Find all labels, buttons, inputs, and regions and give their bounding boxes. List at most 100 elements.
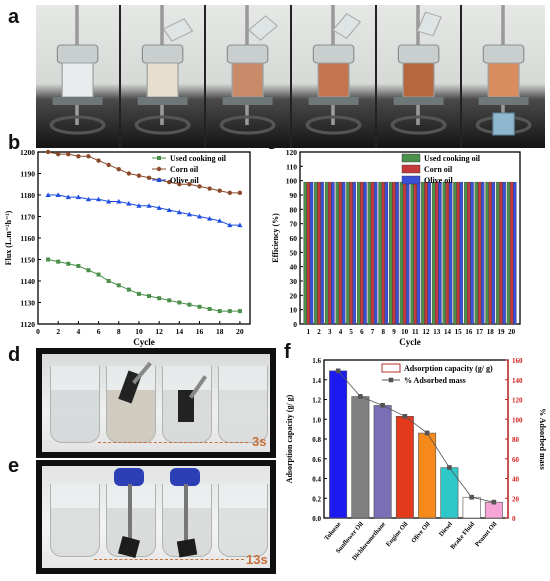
bar bbox=[442, 181, 447, 325]
bar bbox=[389, 181, 393, 325]
y-tick-label: 1180 bbox=[20, 191, 35, 200]
data-point bbox=[45, 192, 51, 197]
bar bbox=[406, 181, 410, 325]
y2-tick-label: 100 bbox=[512, 416, 523, 424]
legend-label: Olive oil bbox=[170, 176, 199, 185]
bar bbox=[324, 181, 329, 325]
bar bbox=[509, 181, 514, 325]
bar bbox=[384, 181, 389, 325]
bar bbox=[381, 181, 385, 325]
panel-label-f: f bbox=[284, 341, 291, 363]
y-tick-label: 70 bbox=[290, 220, 298, 229]
y2-tick-label: 80 bbox=[512, 436, 520, 444]
legend-label: Corn oil bbox=[170, 165, 199, 174]
data-point bbox=[167, 179, 172, 185]
x-axis-label: Cycle bbox=[133, 337, 155, 347]
data-point bbox=[86, 154, 91, 159]
x-tick-label: 20 bbox=[236, 327, 244, 336]
sorption-photo-e: 13s bbox=[36, 460, 276, 574]
y2-tick-label: 20 bbox=[512, 495, 520, 503]
bar bbox=[392, 181, 396, 325]
y-tick-label: 110 bbox=[286, 162, 297, 171]
x-tick-label: 14 bbox=[176, 327, 184, 336]
data-point bbox=[237, 222, 243, 228]
panel-label-e: e bbox=[8, 455, 20, 477]
data-point bbox=[197, 184, 202, 189]
plot-frame bbox=[37, 151, 251, 325]
bar bbox=[491, 181, 496, 325]
bar bbox=[485, 181, 489, 325]
filtration-photo bbox=[376, 5, 460, 148]
timeline-arrow bbox=[94, 559, 244, 560]
bar bbox=[488, 181, 492, 325]
y2-axis-label: % Adsorbed mass bbox=[538, 408, 547, 470]
y2-tick-label: 160 bbox=[512, 357, 523, 365]
filtration-photo bbox=[206, 5, 290, 148]
filtration-photo bbox=[291, 5, 375, 148]
data-point bbox=[186, 211, 193, 217]
x-tick-label: 8 bbox=[117, 327, 121, 336]
data-point bbox=[217, 188, 222, 193]
bar bbox=[360, 181, 364, 325]
data-point bbox=[86, 268, 91, 273]
bar bbox=[356, 181, 361, 325]
sponge bbox=[176, 538, 198, 558]
beaker bbox=[50, 366, 100, 443]
x-tick-label: 6 bbox=[97, 327, 101, 336]
data-point bbox=[75, 194, 81, 200]
bar bbox=[459, 181, 464, 325]
bar bbox=[320, 181, 324, 325]
bar bbox=[427, 181, 431, 325]
y-tick-label: 1200 bbox=[20, 148, 35, 157]
bar bbox=[470, 181, 474, 325]
data-point bbox=[116, 283, 121, 288]
bar bbox=[445, 181, 450, 325]
x-tick-label: 0 bbox=[36, 327, 40, 336]
x-tick-label: 12 bbox=[155, 327, 163, 336]
adsorption-bar-chart: 0.0 0.2 0.4 0.6 0.8 1.0 1.2 1.4 1.6 0 20 40 60 80 100 1… bbox=[285, 357, 547, 562]
y-tick-label: 90 bbox=[290, 191, 298, 200]
legend-swatch bbox=[401, 153, 421, 163]
data-point bbox=[126, 171, 132, 176]
panel-label-a: a bbox=[8, 6, 20, 28]
x-tick-label: 18 bbox=[487, 328, 495, 336]
bar bbox=[329, 370, 348, 519]
bar bbox=[416, 181, 421, 325]
data-point bbox=[66, 151, 71, 157]
legend-label: Used cooking oil bbox=[424, 154, 481, 163]
data-point bbox=[424, 430, 430, 436]
beaker bbox=[50, 484, 100, 557]
data-point bbox=[335, 368, 341, 374]
data-point bbox=[187, 182, 192, 187]
data-point bbox=[126, 287, 131, 292]
bar bbox=[453, 181, 457, 325]
y-tick-label: 0.2 bbox=[312, 495, 321, 503]
legend-swatch bbox=[381, 363, 401, 373]
data-point bbox=[136, 291, 141, 296]
x-tick-label: Olive Oil bbox=[410, 521, 432, 545]
bar bbox=[373, 405, 392, 519]
x-tick-label: 16 bbox=[465, 328, 473, 336]
y-axis-label: Flux (L.m⁻²h⁻¹) bbox=[4, 210, 13, 265]
tweezers bbox=[184, 484, 188, 544]
y-tick-label: 0.0 bbox=[312, 515, 321, 523]
y-tick-label: 0.6 bbox=[312, 456, 321, 464]
gloved-hand bbox=[170, 468, 200, 486]
bar bbox=[309, 181, 314, 325]
bar bbox=[438, 181, 442, 325]
bar bbox=[462, 496, 481, 519]
bar bbox=[496, 181, 500, 325]
bar bbox=[317, 181, 321, 325]
bar bbox=[435, 181, 439, 325]
flux-line-chart: 1120 1130 1140 1150 1160 1170 1180 1190 1200 0 2 4 6… bbox=[4, 148, 251, 347]
data-point bbox=[76, 154, 81, 159]
legend-swatch bbox=[401, 164, 421, 174]
legend-label: % Adsorbed mass bbox=[404, 376, 466, 385]
bar bbox=[370, 181, 375, 325]
bar bbox=[484, 501, 503, 519]
bar bbox=[467, 181, 471, 325]
data-point bbox=[237, 190, 243, 196]
x-tick-label: 12 bbox=[423, 328, 431, 336]
data-point bbox=[177, 182, 182, 187]
y-tick-label: 1.2 bbox=[312, 397, 321, 405]
